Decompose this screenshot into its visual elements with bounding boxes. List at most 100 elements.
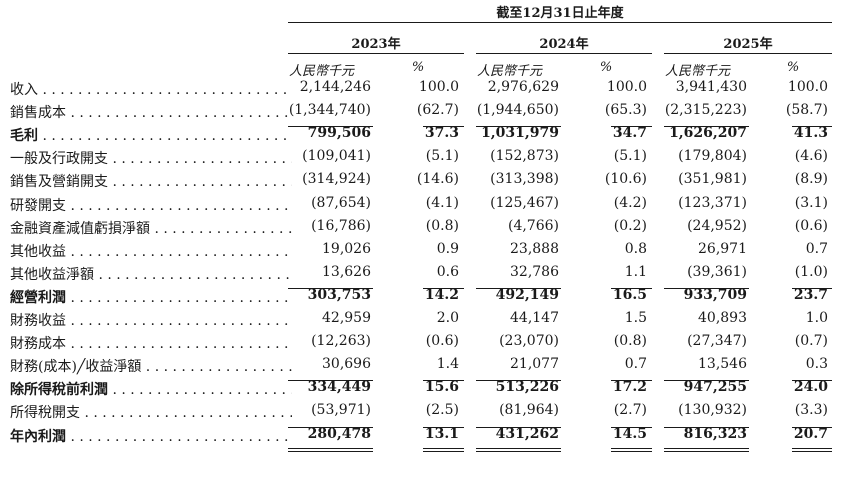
percent-cell: (5.1) bbox=[613, 148, 647, 165]
percent-cell: 100.0 bbox=[606, 79, 647, 95]
percent-cell: 13.1 bbox=[424, 425, 459, 442]
percent-cell: 20.7 bbox=[793, 425, 828, 442]
amount-cell: 492,149 bbox=[495, 286, 559, 303]
row-label: 銷售及營銷開支 . . . . . . . . . . . . . . . . … bbox=[10, 171, 292, 191]
amount-cell: 40,893 bbox=[698, 310, 747, 326]
row-label: 收入 . . . . . . . . . . . . . . . . . . .… bbox=[10, 79, 292, 99]
percent-cell: (62.7) bbox=[416, 102, 459, 119]
leader-dots: . . . . . . . . . . . . . . . . . . . . … bbox=[112, 151, 292, 168]
amount-cell: (152,873) bbox=[490, 148, 559, 165]
percent-cell: (65.3) bbox=[604, 102, 647, 119]
row-label-text: 財務(成本)╱收益淨額 bbox=[10, 359, 142, 376]
unit-amount-label: 人民幣千元 bbox=[665, 64, 731, 79]
unit-percent-label: % bbox=[411, 60, 425, 75]
year-header: 2023年 bbox=[351, 37, 401, 52]
percent-cell: 1.4 bbox=[436, 356, 459, 373]
amount-cell: 513,226 bbox=[495, 379, 559, 396]
leader-dots: . . . . . . . . . . . . . . . . . . . . … bbox=[112, 174, 292, 191]
amount-cell: 30,696 bbox=[322, 356, 371, 373]
leader-dots: . . . . . . . . . . . . . . . . . . . . … bbox=[112, 382, 292, 399]
percent-cell: 23.7 bbox=[793, 286, 828, 303]
subtotal-rule bbox=[288, 426, 373, 428]
period-header: 截至12月31日止年度 bbox=[496, 6, 624, 21]
percent-cell: 0.9 bbox=[436, 240, 459, 257]
row-label: 所得稅開支 . . . . . . . . . . . . . . . . . … bbox=[10, 402, 292, 422]
subtotal-rule bbox=[476, 126, 561, 128]
percent-cell: (0.2) bbox=[613, 217, 647, 234]
leader-dots: . . . . . . . . . . . . . . . . . . . . … bbox=[42, 128, 292, 145]
leader-dots: . . . . . . . . . . . . . . . . . . . . … bbox=[98, 266, 292, 283]
amount-cell: 1,031,979 bbox=[481, 125, 559, 142]
percent-cell: (3.1) bbox=[794, 194, 828, 211]
subtotal-rule bbox=[288, 126, 373, 128]
double-rule-top bbox=[476, 447, 561, 449]
amount-cell: 816,323 bbox=[683, 425, 747, 442]
percent-cell: 1.0 bbox=[805, 310, 828, 326]
row-label-text: 銷售及營銷開支 bbox=[10, 174, 108, 191]
row-label-text: 所得稅開支 bbox=[10, 405, 80, 422]
percent-cell: (1.0) bbox=[794, 263, 828, 280]
amount-cell: 431,262 bbox=[495, 425, 559, 442]
amount-cell: 21,077 bbox=[510, 356, 559, 373]
percent-cell: 100.0 bbox=[787, 79, 828, 95]
percent-cell: 16.5 bbox=[612, 286, 647, 303]
percent-cell: (0.6) bbox=[794, 217, 828, 234]
period-underline bbox=[288, 22, 832, 23]
row-label: 銷售成本 . . . . . . . . . . . . . . . . . .… bbox=[10, 102, 292, 122]
percent-cell: 14.2 bbox=[424, 286, 459, 303]
amount-cell: (125,467) bbox=[490, 194, 559, 211]
percent-cell: 100.0 bbox=[418, 79, 459, 95]
row-label: 其他收益淨額 . . . . . . . . . . . . . . . . .… bbox=[10, 264, 292, 284]
amount-cell: (53,971) bbox=[311, 402, 371, 419]
amount-cell: (2,315,223) bbox=[664, 102, 747, 119]
percent-cell: (2.5) bbox=[425, 402, 459, 419]
percent-cell: 34.7 bbox=[612, 125, 647, 142]
leader-dots: . . . . . . . . . . . . . . . . . . . . … bbox=[84, 405, 292, 422]
percent-cell: 1.1 bbox=[624, 263, 647, 280]
subtotal-rule bbox=[664, 287, 749, 289]
row-label: 財務收益 . . . . . . . . . . . . . . . . . .… bbox=[10, 310, 292, 330]
row-label-text: 除所得稅前利潤 bbox=[10, 382, 108, 399]
subtotal-rule bbox=[611, 126, 652, 128]
subtotal-rule bbox=[792, 287, 832, 289]
subtotal-rule bbox=[611, 426, 652, 428]
double-rule-bottom bbox=[664, 450, 749, 452]
amount-cell: (39,361) bbox=[687, 263, 747, 280]
row-label-text: 財務收益 bbox=[10, 313, 66, 329]
row-label: 研發開支 . . . . . . . . . . . . . . . . . .… bbox=[10, 195, 292, 215]
row-label: 財務成本 . . . . . . . . . . . . . . . . . .… bbox=[10, 333, 292, 353]
amount-cell: (1,344,740) bbox=[288, 102, 371, 119]
subtotal-rule bbox=[423, 380, 464, 382]
leader-dots: . . . . . . . . . . . . . . . . . . . . … bbox=[70, 105, 292, 122]
percent-cell: (0.8) bbox=[425, 217, 459, 234]
subtotal-rule bbox=[664, 380, 749, 382]
unit-percent-label: % bbox=[786, 60, 800, 75]
double-rule-bottom bbox=[423, 450, 464, 452]
leader-dots: . . . . . . . . . . . . . . . . . . . . … bbox=[70, 313, 292, 329]
amount-cell: 32,786 bbox=[510, 263, 559, 280]
subtotal-rule bbox=[476, 380, 561, 382]
leader-dots: . . . . . . . . . . . . . . . . . . . . … bbox=[154, 220, 292, 237]
percent-cell: (3.3) bbox=[794, 402, 828, 419]
leader-dots: . . . . . . . . . . . . . . . . . . . . … bbox=[70, 336, 292, 353]
percent-cell: 37.3 bbox=[424, 125, 459, 142]
leader-dots: . . . . . . . . . . . . . . . . . . . . … bbox=[70, 197, 292, 214]
amount-cell: (130,932) bbox=[678, 402, 747, 419]
percent-cell: (4.2) bbox=[613, 194, 647, 211]
leader-dots: . . . . . . . . . . . . . . . . . . . . … bbox=[70, 243, 292, 260]
subtotal-rule bbox=[664, 426, 749, 428]
percent-cell: (8.9) bbox=[794, 171, 828, 188]
leader-dots: . . . . . . . . . . . . . . . . . . . . … bbox=[70, 428, 292, 445]
subtotal-rule bbox=[611, 380, 652, 382]
year-header: 2024年 bbox=[539, 37, 589, 52]
amount-cell: (4,766) bbox=[507, 217, 559, 234]
subtotal-rule bbox=[792, 426, 832, 428]
row-label: 年內利潤 . . . . . . . . . . . . . . . . . .… bbox=[10, 426, 292, 446]
double-rule-top bbox=[792, 447, 832, 449]
row-label: 除所得稅前利潤 . . . . . . . . . . . . . . . . … bbox=[10, 379, 292, 399]
amount-cell: 280,478 bbox=[307, 425, 371, 442]
percent-cell: (4.1) bbox=[425, 194, 459, 211]
amount-cell: 13,626 bbox=[322, 263, 371, 280]
percent-cell: (58.7) bbox=[785, 102, 828, 119]
year-underline bbox=[288, 53, 464, 54]
